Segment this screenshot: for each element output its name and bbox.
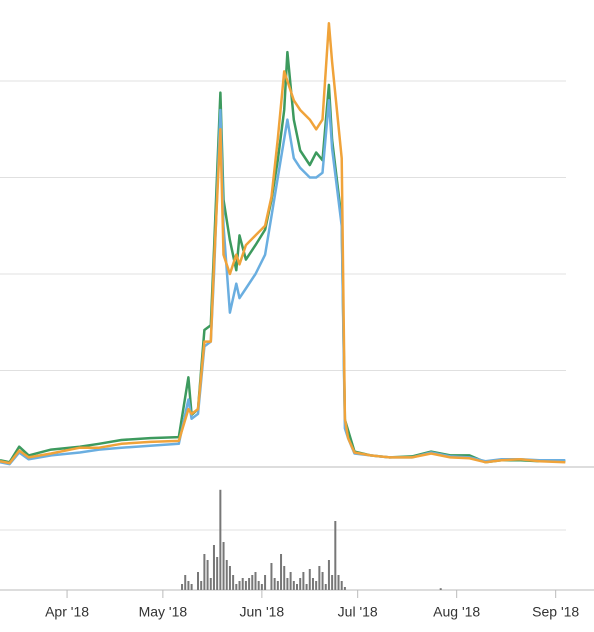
volume-bar bbox=[216, 557, 219, 590]
volume-bar bbox=[222, 542, 225, 590]
volume-bar bbox=[232, 575, 235, 590]
volume-bar bbox=[181, 584, 184, 590]
volume-bar bbox=[302, 572, 305, 590]
volume-bar bbox=[280, 554, 283, 590]
volume-bar bbox=[238, 581, 241, 590]
volume-bar bbox=[190, 584, 193, 590]
volume-bar bbox=[260, 584, 263, 590]
volume-bar bbox=[286, 578, 289, 590]
volume-bar bbox=[308, 569, 311, 590]
x-tick-label: May '18 bbox=[139, 604, 188, 620]
x-tick-label: Apr '18 bbox=[45, 604, 89, 620]
volume-bar bbox=[340, 581, 343, 590]
volume-bar bbox=[296, 584, 298, 590]
volume-bar bbox=[184, 575, 187, 590]
volume-bar bbox=[276, 581, 279, 590]
volume-bar bbox=[254, 572, 257, 590]
volume-bar bbox=[289, 572, 292, 590]
volume-bar bbox=[439, 588, 442, 590]
volume-bar bbox=[264, 575, 267, 590]
volume-bar bbox=[206, 560, 209, 590]
volume-bar bbox=[219, 489, 222, 590]
volume-bar bbox=[292, 581, 295, 590]
volume-bar bbox=[334, 521, 337, 590]
volume-bar bbox=[315, 581, 318, 590]
volume-bar bbox=[257, 581, 260, 590]
volume-bar bbox=[235, 584, 238, 590]
price-line bbox=[0, 21, 566, 465]
volume-bar bbox=[244, 581, 247, 590]
volume-bar bbox=[283, 566, 286, 590]
volume-bar bbox=[343, 587, 346, 590]
volume-bar bbox=[321, 572, 324, 590]
volume-bar bbox=[197, 572, 199, 590]
volume-bar bbox=[311, 578, 314, 590]
volume-bar bbox=[327, 560, 330, 590]
volume-bar bbox=[225, 560, 228, 590]
x-tick-label: Jul '18 bbox=[338, 604, 378, 620]
volume-bar bbox=[209, 578, 212, 590]
volume-bar bbox=[203, 554, 206, 590]
volume-bar bbox=[305, 584, 308, 590]
volume-bar bbox=[299, 578, 302, 590]
volume-bar bbox=[241, 578, 244, 590]
volume-bar bbox=[251, 575, 254, 590]
x-tick-label: Sep '18 bbox=[532, 604, 579, 620]
volume-bar bbox=[270, 563, 273, 590]
volume-bar bbox=[212, 545, 215, 590]
volume-bar bbox=[228, 566, 231, 590]
x-tick-label: Jun '18 bbox=[240, 604, 285, 620]
price-line bbox=[0, 99, 566, 466]
volume-bar bbox=[273, 578, 276, 590]
volume-bar bbox=[324, 584, 327, 590]
volume-bar bbox=[337, 575, 340, 590]
volume-bar bbox=[200, 581, 203, 590]
volume-bar bbox=[187, 581, 190, 590]
volume-bar bbox=[331, 575, 334, 590]
x-tick-label: Aug '18 bbox=[433, 604, 480, 620]
volume-bar bbox=[248, 578, 251, 590]
price-line bbox=[0, 50, 566, 464]
volume-bar bbox=[318, 566, 321, 590]
